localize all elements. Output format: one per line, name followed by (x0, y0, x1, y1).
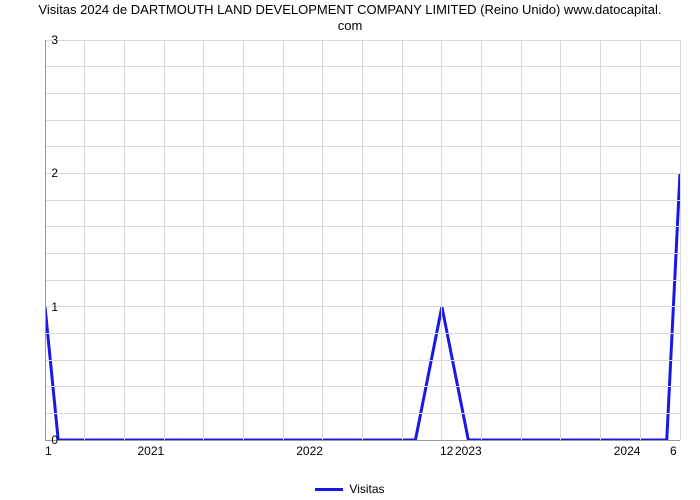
grid-v (640, 40, 641, 440)
y-tick-label: 0 (28, 433, 58, 447)
legend-label: Visitas (349, 482, 384, 496)
grid-v (164, 40, 165, 440)
axis-overlay-label: 1 (45, 444, 52, 458)
grid-v (322, 40, 323, 440)
axis-overlay-label: 6 (670, 444, 677, 458)
grid-v (481, 40, 482, 440)
y-tick-label: 3 (28, 33, 58, 47)
x-tick-label: 2024 (614, 444, 641, 458)
legend: Visitas (0, 482, 700, 496)
y-axis (45, 40, 46, 440)
grid-v (283, 40, 284, 440)
grid-v (521, 40, 522, 440)
y-tick-label: 2 (28, 166, 58, 180)
grid-v (560, 40, 561, 440)
x-tick-label: 2021 (137, 444, 164, 458)
grid-v (203, 40, 204, 440)
grid-v (243, 40, 244, 440)
grid-v (124, 40, 125, 440)
axis-overlay-label: 12 (440, 444, 453, 458)
chart-title: Visitas 2024 de DARTMOUTH LAND DEVELOPME… (0, 2, 700, 35)
legend-swatch (315, 488, 343, 491)
grid-v (362, 40, 363, 440)
plot-area (45, 40, 680, 440)
x-tick-label: 2022 (296, 444, 323, 458)
grid-v (84, 40, 85, 440)
x-tick-label: 2023 (455, 444, 482, 458)
chart-title-line1: Visitas 2024 de DARTMOUTH LAND DEVELOPME… (38, 2, 661, 17)
x-axis (45, 440, 680, 441)
grid-v (402, 40, 403, 440)
y-tick-label: 1 (28, 300, 58, 314)
grid-v (600, 40, 601, 440)
grid-v (680, 40, 681, 440)
chart-container: Visitas 2024 de DARTMOUTH LAND DEVELOPME… (0, 0, 700, 500)
grid-v (441, 40, 442, 440)
chart-title-line2: com (338, 18, 363, 33)
